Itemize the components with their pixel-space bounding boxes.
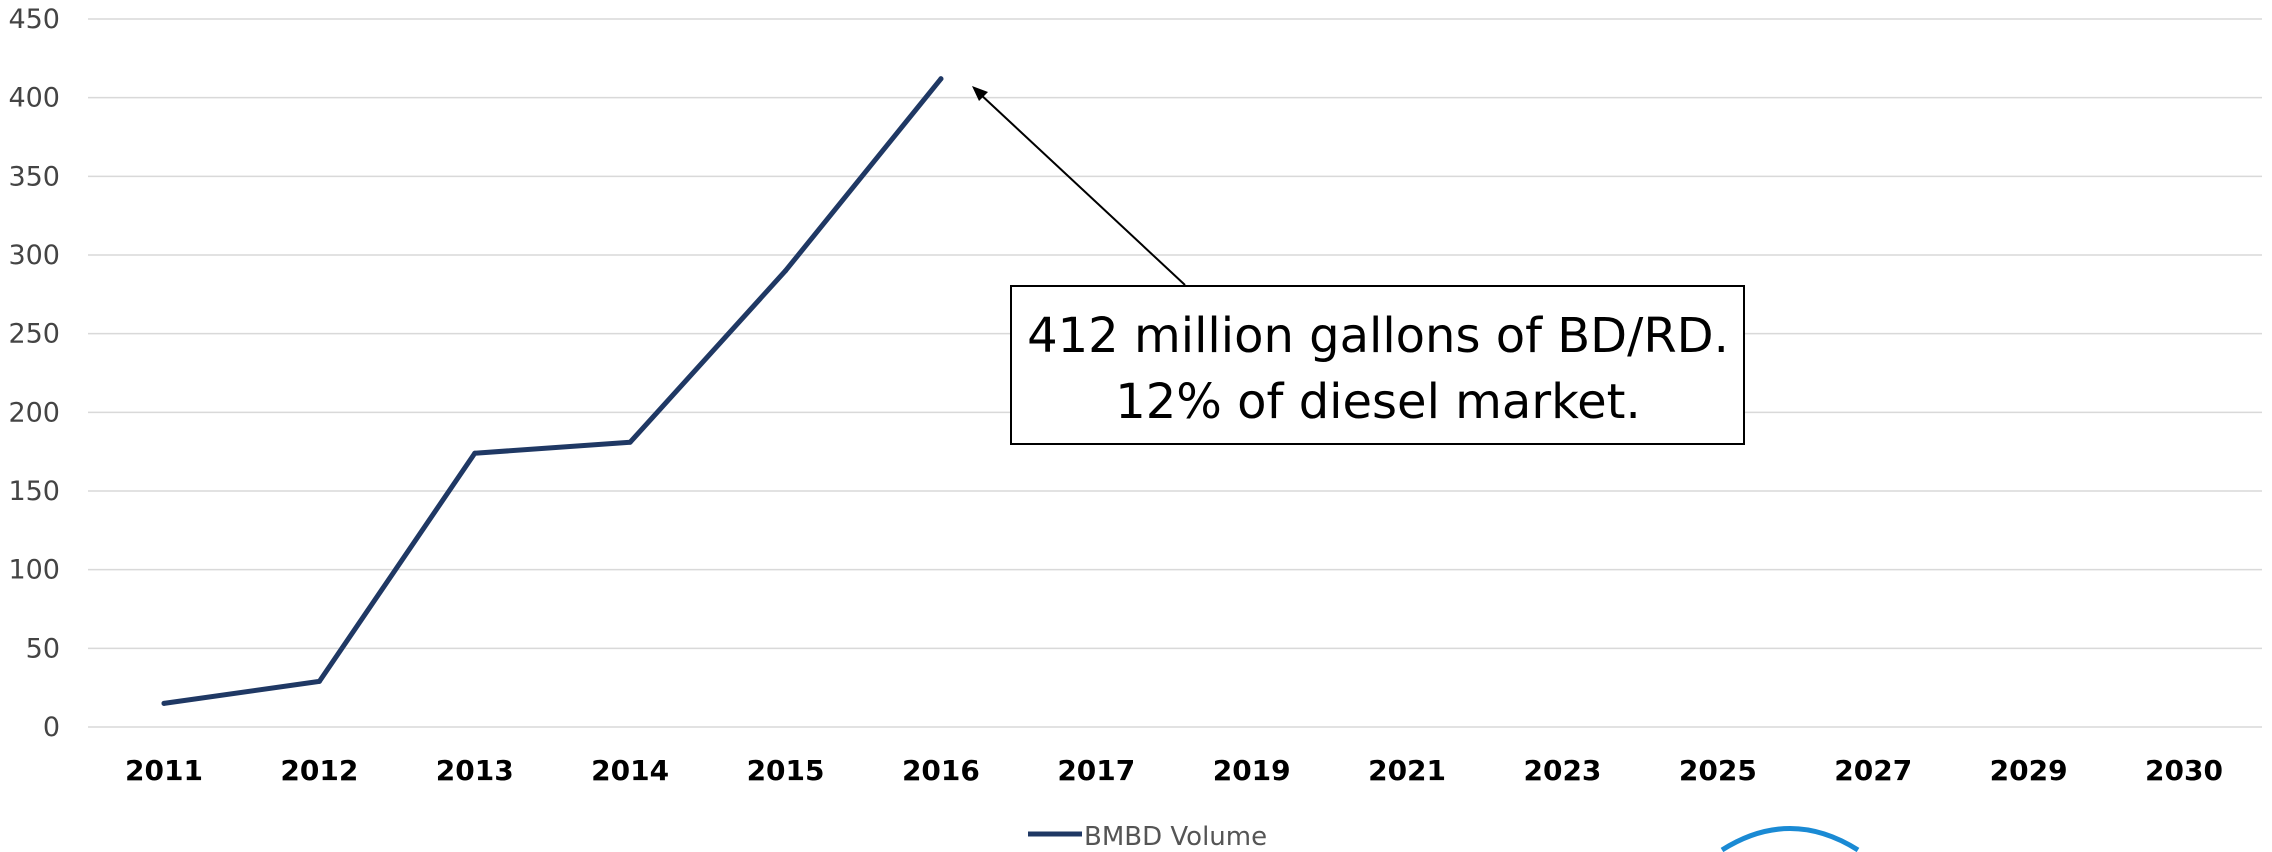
- y-axis: 0 50 100 150 200 250 300 350 400 450: [8, 4, 60, 743]
- data-point: [938, 76, 944, 82]
- annotation: 412 million gallons of BD/RD. 12% of die…: [972, 86, 1745, 445]
- x-tick-label: 2014: [591, 754, 669, 787]
- data-point: [627, 439, 633, 445]
- data-point: [472, 450, 478, 456]
- y-tick-label: 100: [8, 555, 60, 586]
- annotation-arrow: [978, 92, 1186, 286]
- y-tick-label: 400: [8, 83, 60, 114]
- annotation-line-2: 12% of diesel market.: [1115, 374, 1641, 430]
- x-tick-label: 2030: [2145, 754, 2223, 787]
- annotation-line-1: 412 million gallons of BD/RD.: [1027, 308, 1729, 364]
- y-tick-label: 0: [43, 712, 60, 743]
- y-tick-label: 50: [26, 633, 60, 664]
- y-tick-label: 200: [8, 397, 60, 428]
- annotation-box: [1010, 285, 1745, 445]
- x-tick-label: 2013: [436, 754, 514, 787]
- legend: BMBD Volume: [1028, 822, 1267, 852]
- x-tick-label: 2011: [125, 754, 203, 787]
- x-axis: 2011 2012 2013 2014 2015 2016 2017 2019 2021 2023…: [125, 754, 2223, 787]
- x-tick-label: 2021: [1368, 754, 1446, 787]
- logo-arc: [1720, 826, 1860, 852]
- annotation-arrowhead: [972, 86, 988, 101]
- x-tick-label: 2015: [747, 754, 825, 787]
- y-tick-label: 150: [8, 476, 60, 507]
- series-line: [161, 76, 944, 706]
- x-tick-label: 2019: [1213, 754, 1291, 787]
- x-tick-label: 2029: [1990, 754, 2068, 787]
- legend-label: BMBD Volume: [1084, 822, 1267, 852]
- data-point: [783, 268, 789, 274]
- y-tick-label: 350: [8, 161, 60, 192]
- x-tick-label: 2023: [1523, 754, 1601, 787]
- x-tick-label: 2012: [280, 754, 358, 787]
- y-tick-label: 450: [8, 4, 60, 35]
- data-point: [161, 700, 167, 706]
- x-tick-label: 2017: [1057, 754, 1135, 787]
- y-tick-label: 300: [8, 240, 60, 271]
- data-point: [316, 678, 322, 684]
- y-tick-label: 250: [8, 319, 60, 350]
- x-tick-label: 2027: [1834, 754, 1912, 787]
- series-layer: [161, 76, 944, 706]
- x-tick-label: 2016: [902, 754, 980, 787]
- x-tick-label: 2025: [1679, 754, 1757, 787]
